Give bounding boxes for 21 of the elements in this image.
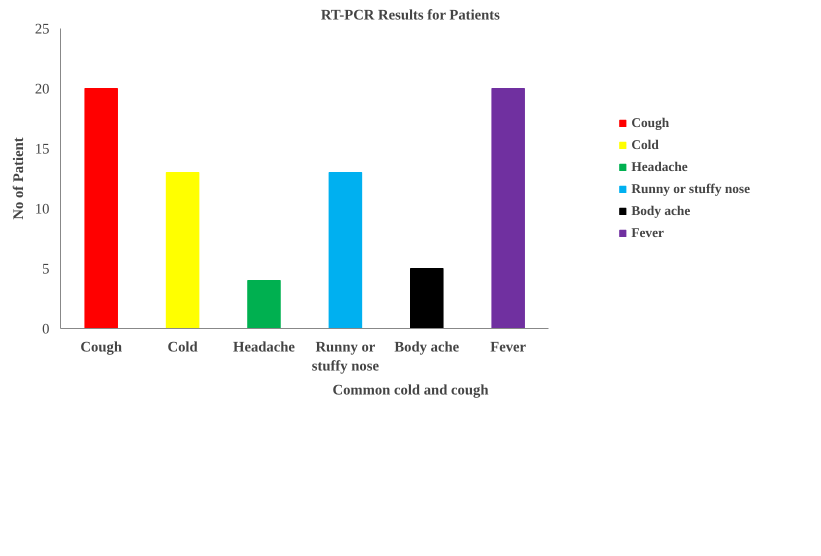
y-tick-label: 25: [34, 22, 50, 38]
x-tick-label: Body ache: [394, 340, 460, 356]
legend-label: Cough: [631, 115, 670, 131]
legend-label: Cold: [631, 137, 659, 153]
chart-title: RT-PCR Results for Patients: [320, 8, 500, 24]
legend-label: Fever: [631, 225, 664, 241]
legend-label: Headache: [631, 159, 688, 175]
y-axis-title: No of Patient: [10, 137, 27, 220]
x-axis-title: Common cold and cough: [332, 382, 488, 399]
x-tick-label: Cough: [80, 340, 122, 356]
legend-label: Runny or stuffy nose: [631, 181, 750, 197]
y-tick-label: 0: [42, 322, 50, 338]
y-tick-label: 5: [42, 262, 50, 278]
y-tick-label: 15: [34, 142, 50, 158]
x-tick-label: Headache: [233, 340, 296, 356]
x-tick-label: Runny or stuffy nose: [312, 340, 380, 375]
x-tick-label: Cold: [168, 340, 198, 356]
y-tick-label: 20: [34, 82, 50, 98]
x-tick-label: Fever: [490, 340, 527, 356]
legend-label: Body ache: [631, 203, 690, 219]
y-tick-label: 10: [34, 202, 50, 218]
